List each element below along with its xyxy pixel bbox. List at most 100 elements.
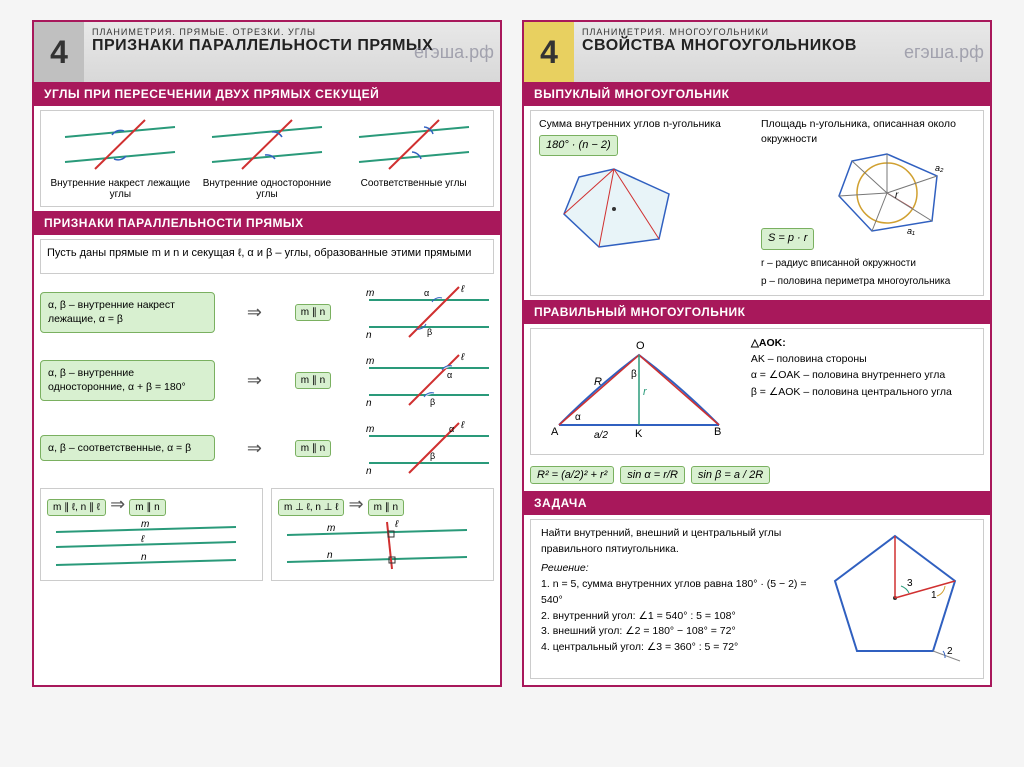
section-bar: ВЫПУКЛЫЙ МНОГОУГОЛЬНИК bbox=[524, 82, 990, 106]
intro-text: Пусть даны прямые m и n и секущая ℓ, α и… bbox=[47, 246, 487, 261]
task-diagram-col: 3 1 2 bbox=[825, 526, 973, 672]
premise: m ∥ ℓ, n ∥ ℓ bbox=[47, 499, 106, 516]
implies-arrow: ⇒ bbox=[349, 494, 364, 514]
svg-text:ℓ: ℓ bbox=[394, 519, 399, 530]
svg-text:α: α bbox=[575, 412, 581, 423]
regular-diagram-col: O A B K R r β α a/2 bbox=[539, 335, 743, 448]
svg-text:ℓ: ℓ bbox=[460, 352, 465, 363]
task-step: 1. n = 5, сумма внутренних углов равна 1… bbox=[541, 577, 817, 609]
corollary-perp: m ⊥ ℓ, n ⊥ ℓ ⇒ m ∥ n m ℓ n bbox=[271, 488, 494, 581]
bottom-corollaries: m ∥ ℓ, n ∥ ℓ ⇒ m ∥ n m ℓ n m ⊥ ℓ, n ⊥ ℓ … bbox=[40, 488, 494, 581]
angle-label: Внутренние односторонние углы bbox=[197, 178, 338, 200]
svg-text:n: n bbox=[327, 550, 333, 561]
sum-formula: 180° · (n − 2) bbox=[539, 135, 618, 156]
task-prompt: Найти внутренний, внешний и центральный … bbox=[541, 526, 817, 558]
conclusion: m ∥ n bbox=[129, 499, 165, 516]
regular-polygon-box: O A B K R r β α a/2 △AOK: AK – половина … bbox=[530, 328, 984, 455]
implies-arrow: ⇒ bbox=[247, 302, 262, 323]
sum-label: Сумма внутренних углов n-угольника bbox=[539, 117, 753, 132]
rule-condition: α, β – внутренние односторонние, α + β =… bbox=[40, 360, 215, 400]
rule-conclusion: m ∥ n bbox=[295, 372, 331, 389]
formula-R: R² = (a/2)² + r² bbox=[530, 466, 614, 484]
svg-text:1: 1 bbox=[931, 590, 937, 601]
svg-text:n: n bbox=[366, 466, 372, 477]
reg-ak: AK – половина стороны bbox=[751, 351, 975, 367]
svg-text:ℓ: ℓ bbox=[460, 420, 465, 431]
header: 4 ПЛАНИМЕТРИЯ. ПРЯМЫЕ. ОТРЕЗКИ. УГЛЫ ПРИ… bbox=[34, 22, 500, 82]
area-label: Площадь n-угольника, описанная около окр… bbox=[761, 117, 975, 146]
implies-arrow: ⇒ bbox=[247, 438, 262, 459]
convex-polygon-diagram bbox=[539, 159, 689, 254]
svg-text:m: m bbox=[366, 356, 374, 367]
corollary-diagram: m ℓ n bbox=[46, 517, 246, 572]
tri-label: △AOK: bbox=[751, 335, 975, 351]
premise: m ⊥ ℓ, n ⊥ ℓ bbox=[278, 499, 344, 516]
svg-text:m: m bbox=[141, 519, 149, 530]
svg-text:3: 3 bbox=[907, 578, 913, 589]
svg-text:β: β bbox=[430, 451, 435, 461]
pentagon-diagram: 3 1 2 bbox=[825, 526, 965, 666]
svg-text:β: β bbox=[631, 369, 637, 380]
rule-condition: α, β – соответственные, α = β bbox=[40, 435, 215, 461]
section-number: 4 bbox=[524, 22, 574, 82]
svg-text:ℓ: ℓ bbox=[140, 534, 145, 545]
angle-type-2: Внутренние односторонние углы bbox=[197, 117, 338, 200]
rule-row: α, β – внутренние односторонние, α + β =… bbox=[40, 350, 494, 410]
section-bar: ЗАДАЧА bbox=[524, 491, 990, 515]
rule-conclusion: m ∥ n bbox=[295, 304, 331, 321]
svg-text:a₁: a₁ bbox=[907, 226, 915, 236]
angle-type-3: Соответственные углы bbox=[343, 117, 484, 200]
regular-polygon-diagram: O A B K R r β α a/2 bbox=[539, 335, 739, 445]
svg-text:n: n bbox=[366, 398, 372, 409]
task-step: 4. центральный угол: ∠3 = 360° : 5 = 72° bbox=[541, 640, 817, 656]
angle-diagram-1 bbox=[60, 117, 180, 172]
watermark: егэша.рф bbox=[904, 42, 984, 63]
poster-parallel-lines: 4 ПЛАНИМЕТРИЯ. ПРЯМЫЕ. ОТРЕЗКИ. УГЛЫ ПРИ… bbox=[32, 20, 502, 687]
svg-text:2: 2 bbox=[947, 646, 953, 657]
angle-diagram-2 bbox=[207, 117, 327, 172]
section-bar: ПРАВИЛЬНЫЙ МНОГОУГОЛЬНИК bbox=[524, 300, 990, 324]
regular-formulas: R² = (a/2)² + r² sin α = r/R sin β = a /… bbox=[530, 463, 984, 487]
rule-row: α, β – внутренние накрест лежащие, α = β… bbox=[40, 282, 494, 342]
svg-text:n: n bbox=[141, 552, 147, 563]
svg-text:β: β bbox=[430, 397, 435, 407]
svg-text:B: B bbox=[714, 426, 721, 438]
convex-polygon-box: Сумма внутренних углов n-угольника 180° … bbox=[530, 110, 984, 296]
rule-diagram: m n ℓ α β bbox=[364, 350, 494, 410]
formula-sina: sin α = r/R bbox=[620, 466, 685, 484]
task-step: 2. внутренний угол: ∠1 = 540° : 5 = 108° bbox=[541, 609, 817, 625]
svg-text:r: r bbox=[643, 386, 648, 398]
task-box: Найти внутренний, внешний и центральный … bbox=[530, 519, 984, 679]
implies-arrow: ⇒ bbox=[247, 370, 262, 391]
svg-text:m: m bbox=[366, 424, 374, 435]
corollary-diagram: m ℓ n bbox=[277, 517, 477, 572]
section-bar: ПРИЗНАКИ ПАРАЛЛЕЛЬНОСТИ ПРЯМЫХ bbox=[34, 211, 500, 235]
svg-text:α: α bbox=[449, 424, 454, 434]
rule-condition: α, β – внутренние накрест лежащие, α = β bbox=[40, 292, 215, 332]
step-text: n = 5, сумма внутренних углов равна 180°… bbox=[541, 578, 806, 606]
angle-label: Внутренние накрест лежащие углы bbox=[50, 178, 191, 200]
svg-text:m: m bbox=[327, 523, 335, 534]
regular-text-col: △AOK: AK – половина стороны α = ∠OAK – п… bbox=[751, 335, 975, 448]
svg-text:a/2: a/2 bbox=[594, 430, 608, 441]
implies-arrow: ⇒ bbox=[110, 494, 125, 514]
svg-text:ℓ: ℓ bbox=[460, 284, 465, 295]
step-text: центральный угол: ∠3 = 360° : 5 = 72° bbox=[553, 641, 739, 653]
task-text: Найти внутренний, внешний и центральный … bbox=[541, 526, 817, 672]
corollary-parallel: m ∥ ℓ, n ∥ ℓ ⇒ m ∥ n m ℓ n bbox=[40, 488, 263, 581]
circumscribed-polygon-diagram: r a₂ a₁ bbox=[817, 146, 957, 241]
intro-box: Пусть даны прямые m и n и секущая ℓ, α и… bbox=[40, 239, 494, 274]
svg-text:m: m bbox=[366, 288, 374, 299]
svg-text:R: R bbox=[594, 376, 602, 388]
reg-beta: β = ∠AOK – половина центрального угла bbox=[751, 384, 975, 400]
task-step: 3. внешний угол: ∠2 = 180° − 108° = 72° bbox=[541, 624, 817, 640]
header: 4 ПЛАНИМЕТРИЯ. МНОГОУГОЛЬНИКИ СВОЙСТВА М… bbox=[524, 22, 990, 82]
section-number: 4 bbox=[34, 22, 84, 82]
svg-text:α: α bbox=[447, 370, 452, 380]
angle-type-1: Внутренние накрест лежащие углы bbox=[50, 117, 191, 200]
conclusion: m ∥ n bbox=[368, 499, 404, 516]
reg-alpha: α = ∠OAK – половина внутреннего угла bbox=[751, 367, 975, 383]
subtitle: ПЛАНИМЕТРИЯ. МНОГОУГОЛЬНИКИ bbox=[582, 27, 982, 37]
formula-sinb: sin β = a / 2R bbox=[691, 466, 770, 484]
angle-label: Соответственные углы bbox=[343, 178, 484, 189]
